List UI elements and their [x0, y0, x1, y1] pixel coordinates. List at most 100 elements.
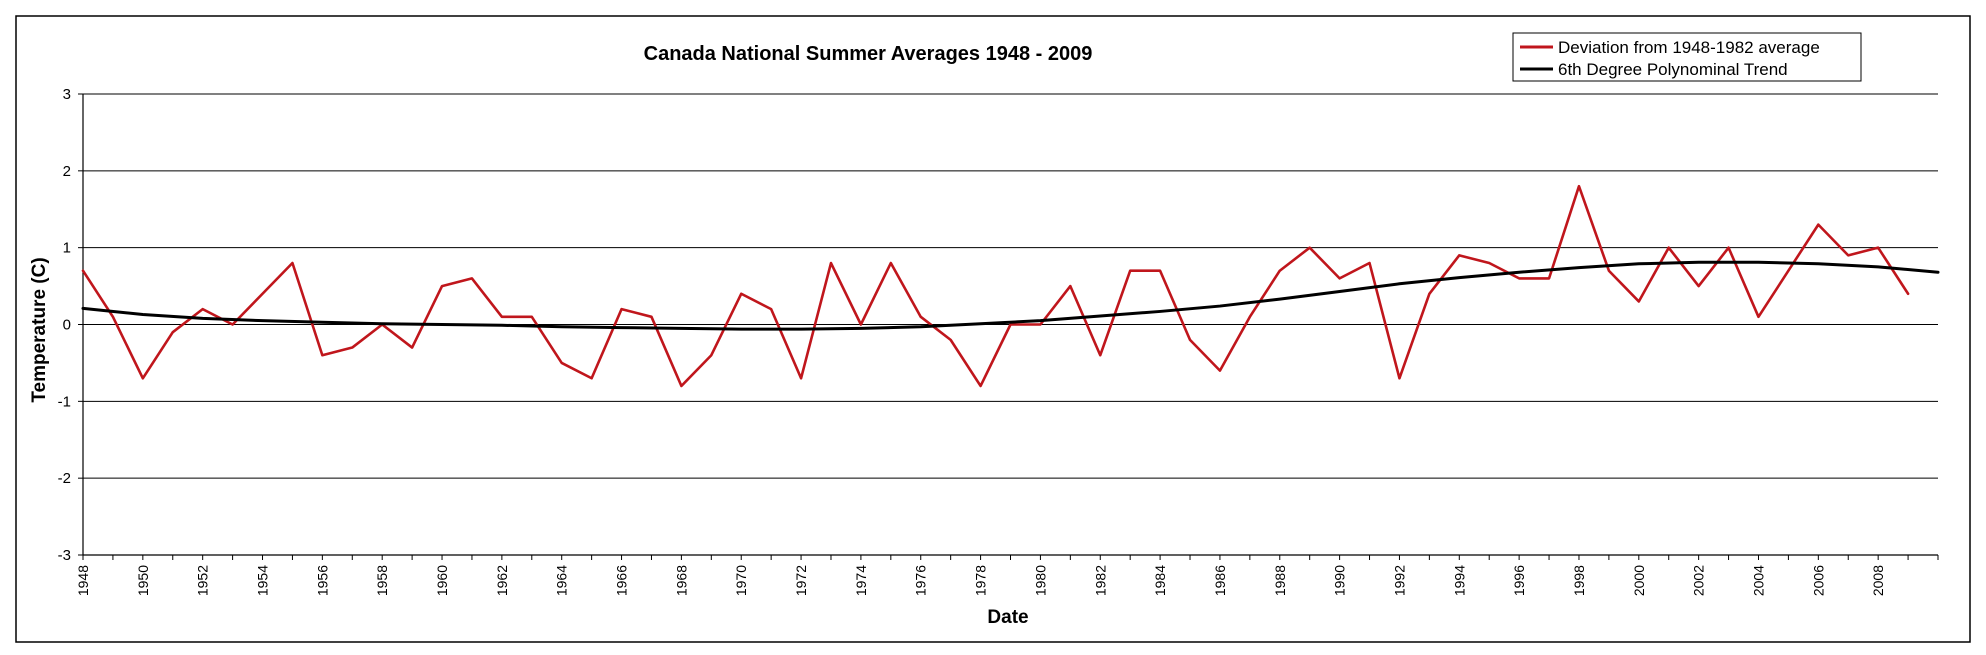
data-point-trend: [202, 317, 204, 319]
x-tick-label: 1962: [494, 565, 510, 596]
series-lines: [81, 184, 1940, 388]
data-point-deviation: [1668, 247, 1670, 249]
data-point-deviation: [680, 385, 682, 387]
x-tick-label: 2002: [1691, 565, 1707, 596]
data-point-trend: [381, 323, 383, 325]
x-tick-label: 1976: [913, 565, 929, 596]
x-tick-label: 1984: [1152, 565, 1168, 596]
data-point-deviation: [1428, 293, 1430, 295]
x-tick-label: 1988: [1272, 565, 1288, 596]
data-point-trend: [142, 313, 144, 316]
data-point-deviation: [501, 316, 503, 318]
data-point-trend: [979, 323, 982, 325]
x-axis-title: Date: [987, 607, 1028, 628]
data-point-trend: [1698, 261, 1700, 263]
y-tick-label: -2: [58, 470, 71, 487]
series-line-deviation: [81, 184, 1910, 388]
x-tick-label: 1958: [374, 565, 390, 596]
y-tick-label: -1: [58, 393, 71, 410]
y-tick-label: 3: [63, 86, 71, 103]
data-point-deviation: [920, 316, 922, 318]
legend-box: [1512, 32, 1862, 82]
x-tick-label: 1992: [1391, 565, 1407, 596]
data-point-deviation: [1727, 247, 1730, 249]
data-point-deviation: [1518, 277, 1520, 279]
data-point-deviation: [1159, 270, 1161, 272]
data-point-deviation: [202, 308, 204, 310]
x-tick-label: 1954: [255, 565, 271, 596]
x-tick-label: 1982: [1092, 565, 1108, 596]
data-point-trend: [1937, 271, 1939, 273]
data-point-deviation: [1907, 293, 1909, 295]
chart-area-border: [15, 15, 1971, 643]
x-tick-label: 1998: [1571, 565, 1587, 596]
data-point-deviation: [1608, 270, 1610, 272]
x-tick-label: 1950: [135, 565, 151, 596]
data-point-deviation: [231, 323, 234, 326]
data-point-trend: [1817, 263, 1819, 265]
axes: [78, 93, 1939, 560]
data-point-trend: [740, 328, 742, 330]
x-tick-label: 1972: [793, 565, 809, 596]
data-point-trend: [1339, 290, 1341, 293]
data-point-deviation: [291, 262, 294, 264]
data-point-deviation: [1578, 185, 1580, 187]
x-tick-label: 1968: [673, 565, 689, 596]
x-tick-label: 1980: [1032, 565, 1048, 596]
data-point-deviation: [650, 316, 653, 318]
legend-label-deviation: Deviation from 1948-1982 average: [1558, 38, 1820, 57]
data-point-deviation: [1638, 300, 1640, 303]
data-point-deviation: [1368, 262, 1371, 264]
y-tick-label: 1: [63, 240, 71, 257]
data-point-trend: [1757, 261, 1760, 263]
y-tick-label: 2: [63, 163, 71, 180]
data-point-trend: [1638, 263, 1640, 265]
series-line-trend: [81, 260, 1940, 331]
data-point-trend: [1279, 298, 1281, 300]
data-point-trend: [920, 326, 922, 328]
data-point-deviation: [979, 385, 982, 387]
x-tick-label: 2008: [1870, 565, 1886, 596]
data-point-deviation: [830, 262, 832, 264]
x-tick-labels: 1948 1950 1952 1954 1956 1958 1960 1962 1964 1966…: [75, 565, 1886, 596]
data-point-deviation: [770, 308, 772, 310]
x-tick-label: 1960: [434, 565, 450, 596]
data-point-deviation: [471, 277, 473, 279]
data-point-trend: [1877, 266, 1879, 268]
y-tick-label: -3: [58, 547, 71, 564]
data-point-deviation: [321, 354, 323, 356]
data-point-trend: [1578, 267, 1580, 269]
data-point-deviation: [1279, 270, 1281, 272]
data-point-deviation: [172, 331, 174, 333]
data-point-deviation: [710, 354, 712, 356]
data-point-trend: [1398, 283, 1401, 285]
x-tick-label: 1970: [733, 565, 749, 596]
data-point-deviation: [1757, 316, 1760, 318]
x-tick-label: 1978: [973, 565, 989, 596]
data-point-trend: [1219, 305, 1221, 307]
data-point-deviation: [1339, 277, 1341, 279]
data-point-deviation: [950, 339, 952, 341]
data-point-deviation: [1877, 247, 1879, 249]
data-point-deviation: [112, 316, 114, 318]
x-tick-label: 1994: [1451, 565, 1467, 596]
data-point-trend: [1518, 271, 1520, 273]
legend: Deviation from 1948-1982 average 6th Deg…: [1512, 32, 1862, 82]
data-point-deviation: [1009, 323, 1012, 326]
data-point-trend: [441, 323, 443, 326]
data-point-deviation: [1129, 270, 1131, 272]
data-point-deviation: [860, 323, 862, 326]
data-point-deviation: [1488, 262, 1490, 264]
y-axis-title: Temperature (C): [29, 257, 50, 402]
data-point-trend: [860, 327, 862, 329]
data-point-trend: [261, 320, 264, 322]
data-point-deviation: [1039, 323, 1042, 326]
x-tick-label: 2000: [1631, 565, 1647, 596]
data-point-deviation: [1698, 285, 1700, 287]
x-tick-label: 2006: [1810, 565, 1826, 596]
data-point-trend: [680, 327, 682, 329]
x-tick-label: 1986: [1212, 565, 1228, 596]
data-point-deviation: [1817, 224, 1819, 226]
data-point-deviation: [591, 377, 593, 379]
data-point-trend: [82, 307, 84, 309]
